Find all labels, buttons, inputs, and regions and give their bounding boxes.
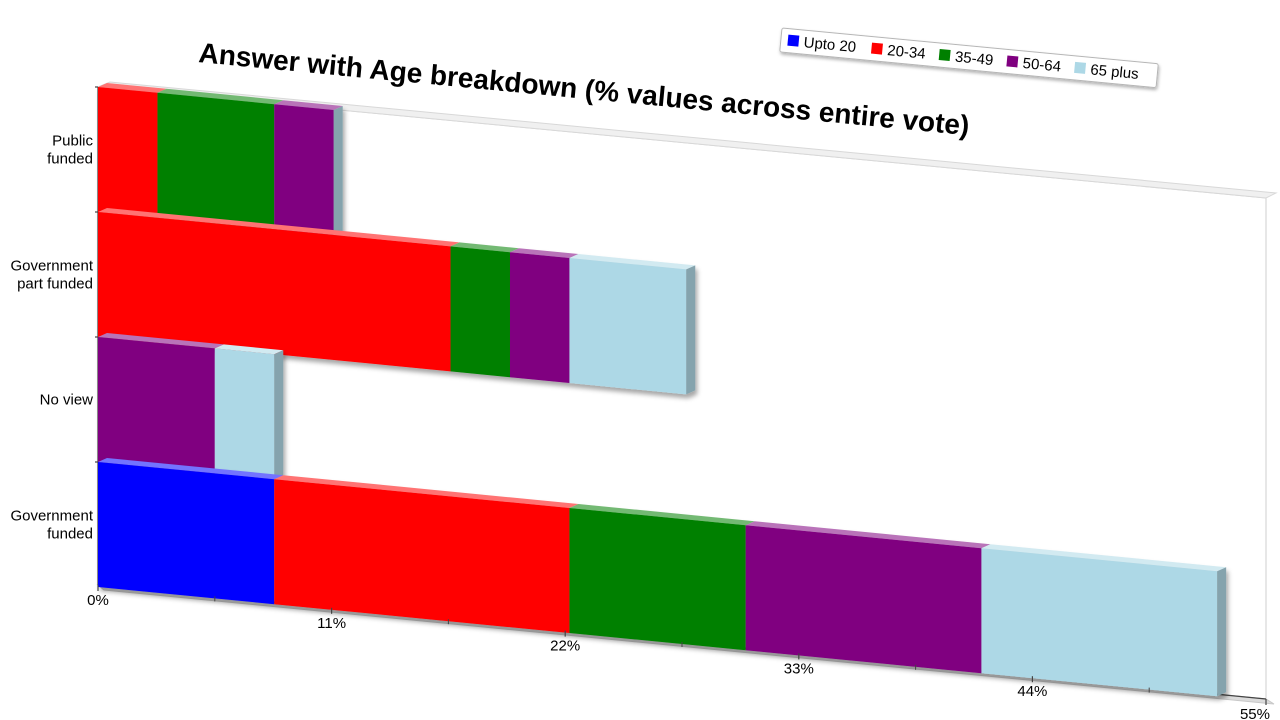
bar-segment — [569, 258, 687, 395]
bar-segment-top — [981, 544, 1227, 572]
category-label: Public funded — [47, 133, 93, 168]
legend-swatch — [938, 49, 951, 62]
legend: Upto 20 20-34 35-49 50-64 65 plus — [779, 27, 1159, 88]
bar-segment-top — [98, 83, 167, 93]
bar-segment — [98, 212, 451, 372]
bar-row — [98, 83, 343, 236]
legend-swatch — [1006, 55, 1019, 68]
category-label: Government funded — [10, 508, 93, 543]
legend-label: 65 plus — [1090, 61, 1140, 83]
bar-segment-top — [274, 475, 579, 509]
legend-label: 20-34 — [887, 42, 927, 63]
bars-layer — [98, 83, 1227, 697]
bar-segment-top — [569, 254, 696, 270]
bar-segment-top — [569, 504, 755, 526]
bar-segment-top — [450, 242, 519, 253]
category-label: No view — [40, 392, 94, 409]
bar-end-cap — [333, 106, 343, 236]
legend-swatch — [787, 34, 800, 47]
bar-segment-top — [98, 208, 460, 247]
bar-segment — [450, 246, 510, 378]
legend-label: 50-64 — [1022, 55, 1062, 76]
bar-segment — [274, 479, 570, 634]
bar-segment — [98, 87, 158, 218]
bar-segment-top — [214, 344, 284, 355]
bar-segment-top — [157, 88, 284, 105]
bar-end-cap — [274, 350, 284, 480]
bar-segment — [745, 525, 982, 674]
category-label: Government part funded — [10, 258, 93, 293]
axes-layer: Public funded Government part funded No view… — [10, 86, 1270, 720]
bar-row — [98, 333, 284, 480]
bar-segment — [509, 252, 570, 384]
legend-swatch — [870, 42, 883, 55]
bar-segment-top — [745, 521, 991, 549]
x-tick-label: 33% — [784, 660, 814, 677]
x-tick-label: 0% — [87, 592, 109, 609]
bar-segment-top — [98, 458, 284, 480]
x-tick-label: 22% — [550, 638, 580, 655]
x-tick-label: 55% — [1240, 706, 1270, 720]
bar-segment — [98, 462, 275, 605]
legend-swatch — [1074, 61, 1087, 74]
bar-segment — [274, 104, 334, 236]
x-tick-label: 44% — [1017, 683, 1047, 700]
bar-segment-top — [98, 333, 224, 349]
bar-segment — [157, 92, 275, 230]
bar-segment — [98, 337, 215, 474]
legend-label: 35-49 — [954, 49, 994, 70]
bar-segment — [569, 508, 746, 651]
bar-segment-top — [274, 100, 343, 111]
bar-segment — [981, 548, 1218, 697]
x-tick-label: 11% — [317, 615, 346, 632]
legend-label: Upto 20 — [803, 34, 857, 56]
bar-end-cap — [686, 265, 696, 395]
bar-row — [98, 458, 1227, 697]
bar-row — [98, 208, 696, 395]
legend-items: Upto 20 20-34 35-49 50-64 65 plus — [787, 34, 1140, 83]
bar-segment-top — [509, 248, 579, 259]
bar-end-cap — [1217, 567, 1227, 697]
bar-segment — [214, 348, 275, 480]
